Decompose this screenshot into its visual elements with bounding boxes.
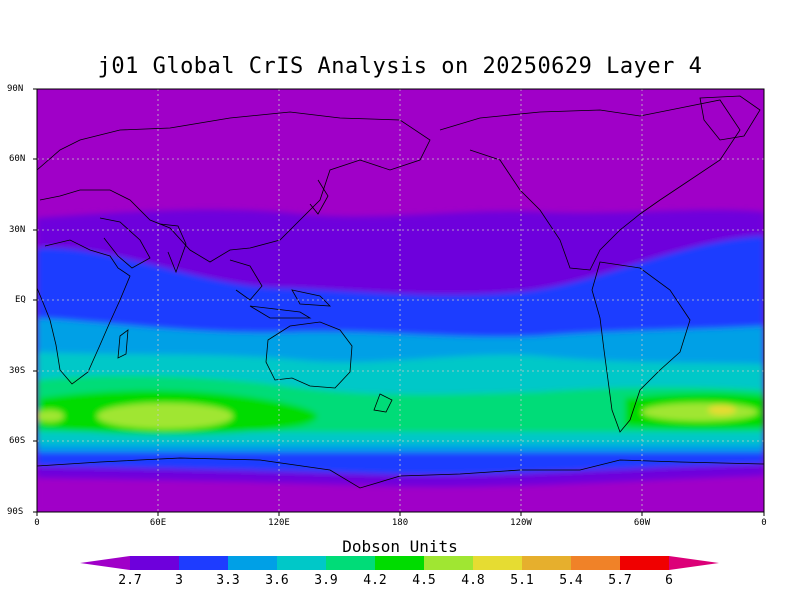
colorbar-max-arrow [669, 556, 719, 570]
colorbar-swatch [326, 556, 375, 570]
colorbar-swatch [522, 556, 571, 570]
colorbar-tick-label: 4.2 [363, 573, 387, 588]
colorbar-tick-label: 4.5 [412, 573, 436, 588]
lon-label-180: 180 [391, 518, 409, 528]
axis-ticks [33, 88, 765, 516]
colorbar-swatch [473, 556, 522, 570]
lat-label-30s: 30S [9, 366, 26, 376]
colorbar-tick-label: 4.8 [461, 573, 485, 588]
lat-label-eq: EQ [15, 295, 26, 305]
colorbar-tick-label: 5.1 [510, 573, 534, 588]
grid-lines [37, 89, 764, 512]
lon-label-120e: 120E [268, 518, 290, 528]
lat-label-60s: 60S [9, 436, 26, 446]
lat-label-60n: 60N [9, 154, 26, 164]
contour-field [37, 89, 764, 512]
colorbar-swatch [424, 556, 473, 570]
colorbar-tick-label: 3.6 [265, 573, 289, 588]
colorbar-swatch [179, 556, 228, 570]
lon-label-0-right: 0 [761, 518, 767, 528]
map-title: j01 Global CrIS Analysis on 20250629 Lay… [97, 54, 703, 79]
lon-label-0-left: 0 [34, 518, 40, 528]
colorbar-swatch [277, 556, 326, 570]
lat-label-90s: 90S [7, 507, 24, 517]
colorbar-swatch [571, 556, 620, 570]
colorbar-tick-label: 5.7 [608, 573, 632, 588]
colorbar-swatch [130, 556, 179, 570]
colorbar-swatch [228, 556, 277, 570]
colorbar [80, 556, 719, 570]
colorbar-tick-label: 3.3 [216, 573, 240, 588]
lat-label-30n: 30N [9, 225, 26, 235]
colorbar-swatch [375, 556, 424, 570]
colorbar-tick-label: 3.9 [314, 573, 338, 588]
lon-label-60w: 60W [633, 518, 651, 528]
lon-label-120w: 120W [510, 518, 532, 528]
colorbar-tick-label: 3 [175, 573, 183, 588]
colorbar-tick-label: 5.4 [559, 573, 583, 588]
colorbar-title: Dobson Units [342, 537, 458, 556]
colorbar-min-arrow [80, 556, 130, 570]
colorbar-tick-label: 6 [665, 573, 673, 588]
colorbar-swatch [620, 556, 669, 570]
lon-label-60e: 60E [149, 518, 167, 528]
colorbar-tick-label: 2.7 [118, 573, 142, 588]
lat-label-90n: 90N [7, 84, 24, 94]
